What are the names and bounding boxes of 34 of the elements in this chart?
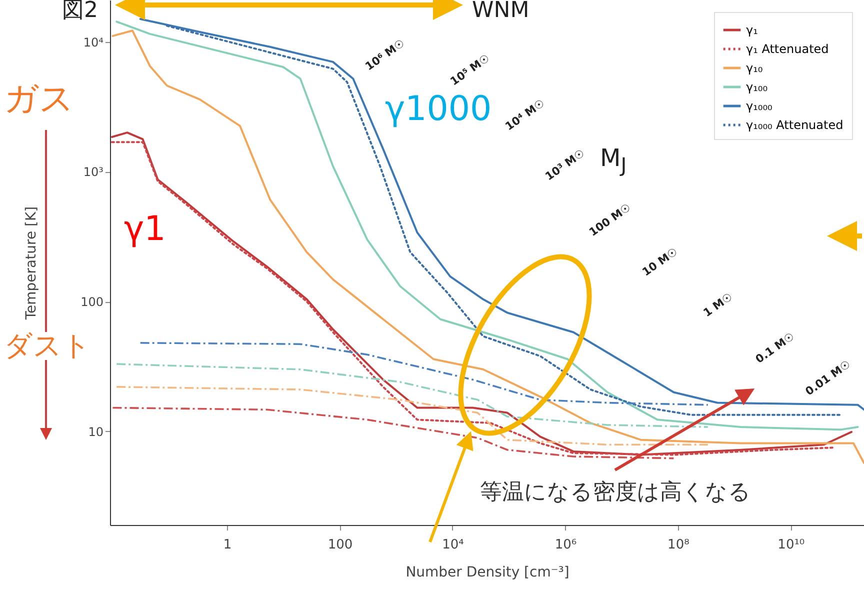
annotation: γ1000 [385, 89, 492, 129]
y-tick-label: 10⁴ [83, 35, 104, 50]
legend-label: γ₁₀₀₀ [746, 99, 773, 113]
y-tick-label: 10 [88, 424, 104, 439]
x-axis-title: Number Density [cm⁻³] [406, 564, 570, 580]
annotation: 10⁵ M☉ [448, 52, 492, 88]
annotation: 1 M☉ [701, 290, 735, 320]
annotation: 10⁴ M☉ [502, 96, 548, 134]
annotation: 等温になる密度は高くなる [480, 480, 751, 505]
y-tick-label: 10³ [83, 165, 104, 180]
legend-label: γ₁₀₀₀ Attenuated [746, 118, 844, 132]
annotation: M$_{J}$ [600, 144, 627, 177]
text: ダスト [4, 329, 91, 362]
x-tick-label: 10⁶ [554, 538, 577, 552]
annotation: 0.1 M☉ [753, 330, 797, 366]
legend-label: γ₁₀ [746, 61, 763, 75]
annotation: WNM [472, 0, 530, 23]
legend-label: γ₁ Attenuated [746, 42, 829, 56]
legend-label: γ₁₀₀ [746, 80, 768, 94]
x-tick-label: 10⁸ [668, 538, 690, 552]
annotation: γ1 [124, 209, 166, 249]
annotation: 10⁶ M☉ [362, 36, 408, 74]
x-tick-label: 1 [223, 538, 232, 552]
x-tick-label: 10⁴ [442, 538, 464, 552]
annotation: 10³ M☉ [542, 146, 588, 184]
x-tick-label: 10¹⁰ [778, 538, 805, 552]
legend-label: γ₁ [746, 23, 758, 37]
x-tick-label: 100 [328, 538, 353, 552]
annotation: 10 M☉ [640, 245, 680, 279]
y-tick-label: 100 [80, 295, 104, 310]
annotation: 100 M☉ [586, 201, 634, 239]
caption: 図2 [62, 0, 98, 23]
y-axis-title: Temperature [K] [24, 206, 40, 321]
text: ガス [4, 79, 74, 119]
